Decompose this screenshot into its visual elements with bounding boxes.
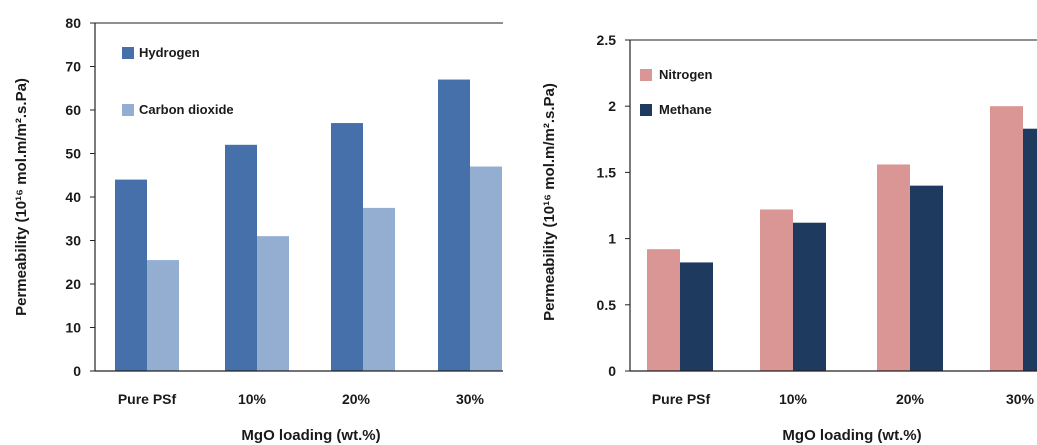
y-tick-label: 60 [65, 102, 81, 118]
y-tick-label: 30 [65, 233, 81, 249]
y-tick-label: 1 [608, 231, 616, 247]
x-tick-label: 20% [342, 391, 371, 407]
chart-1: 0 10 20 30 40 50 60 70 80 Pure PSf 10% 20% 30% MgO lo… [13, 15, 503, 444]
y-tick-label: 0 [608, 363, 616, 379]
bar-carbon-dioxide-4 [470, 166, 502, 371]
legend-label: Nitrogen [659, 67, 713, 82]
y-tick-label: 20 [65, 276, 81, 292]
bar-carbon-dioxide-3 [363, 207, 395, 371]
bar-nitrogen-4 [990, 106, 1023, 371]
bar-methane-4 [1023, 128, 1037, 371]
legend-swatch [122, 47, 134, 59]
y-tick-label: 2 [608, 98, 616, 114]
bar-hydrogen-3 [331, 123, 363, 371]
y-tick-label: 0 [73, 363, 81, 379]
x-axis-title: MgO loading (wt.%) [241, 427, 380, 444]
bar-methane-1 [680, 262, 713, 371]
legend-swatch [640, 69, 652, 81]
bar-hydrogen-2 [225, 144, 257, 371]
bar-nitrogen-1 [647, 249, 680, 371]
legend-label: Hydrogen [139, 45, 200, 60]
x-axis-title: MgO loading (wt.%) [782, 427, 921, 444]
y-tick-label: 10 [65, 320, 81, 336]
x-tick-label: 20% [896, 391, 925, 407]
y-tick-label: 80 [65, 15, 81, 31]
bar-methane-2 [793, 222, 826, 371]
y-tick-label: 1.5 [597, 164, 617, 180]
x-tick-label: 10% [779, 391, 808, 407]
legend: Hydrogen Carbon dioxide [122, 45, 234, 117]
y-tick-label: 70 [65, 59, 81, 75]
y-tick-label: 0.5 [597, 297, 617, 313]
x-tick-label: 10% [238, 391, 267, 407]
y-tick-label: 50 [65, 146, 81, 162]
bar-carbon-dioxide-2 [257, 236, 289, 371]
legend-label: Carbon dioxide [139, 102, 234, 117]
x-tick-label: 30% [1006, 391, 1035, 407]
x-tick-label: Pure PSf [118, 391, 177, 407]
y-axis-title: Permeability (10¹⁶ mol.m/m².s.Pa) [541, 83, 558, 321]
x-tick-label: 30% [456, 391, 485, 407]
bar-methane-3 [910, 185, 943, 371]
x-tick-label: Pure PSf [652, 391, 711, 407]
bar-hydrogen-4 [438, 79, 470, 372]
bar-hydrogen-1 [115, 179, 147, 371]
legend-swatch [640, 104, 652, 116]
y-tick-label: 40 [65, 189, 81, 205]
bar-nitrogen-3 [877, 164, 910, 371]
chart-2: 0 0.5 1 1.5 2 2.5 Pure PSf 10% 20% 30% MgO loading… [541, 32, 1037, 444]
legend-swatch [122, 104, 134, 116]
y-axis-title: Permeability (10¹⁶ mol.m/m².s.Pa) [13, 78, 30, 316]
legend: Nitrogen Methane [640, 67, 713, 117]
bar-nitrogen-2 [760, 209, 793, 371]
y-tick-label: 2.5 [597, 32, 617, 48]
bar-carbon-dioxide-1 [147, 260, 179, 371]
legend-label: Methane [659, 102, 712, 117]
